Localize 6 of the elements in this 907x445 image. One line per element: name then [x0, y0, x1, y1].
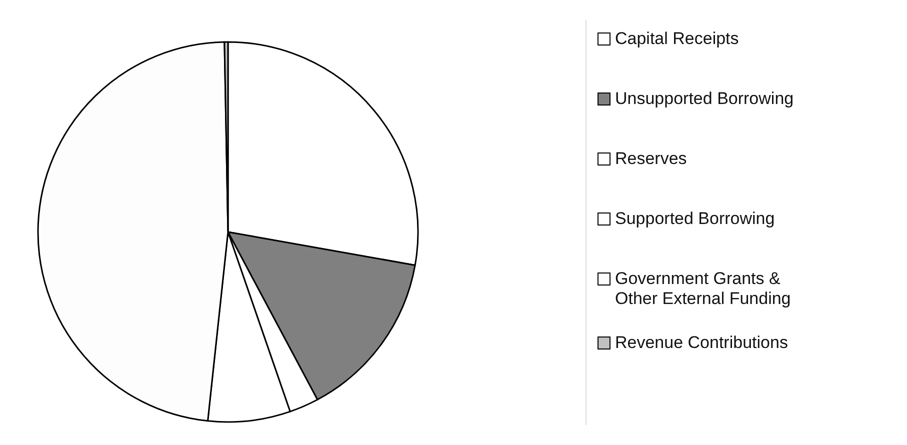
legend-label: Unsupported Borrowing [615, 89, 794, 108]
legend-label: Government Grants & Other External Funding [615, 269, 791, 308]
legend-label: Revenue Contributions [615, 333, 788, 352]
legend-label: Capital Receipts [615, 29, 739, 48]
legend-label: Reserves [615, 149, 687, 168]
legend-label: Supported Borrowing [615, 209, 775, 228]
